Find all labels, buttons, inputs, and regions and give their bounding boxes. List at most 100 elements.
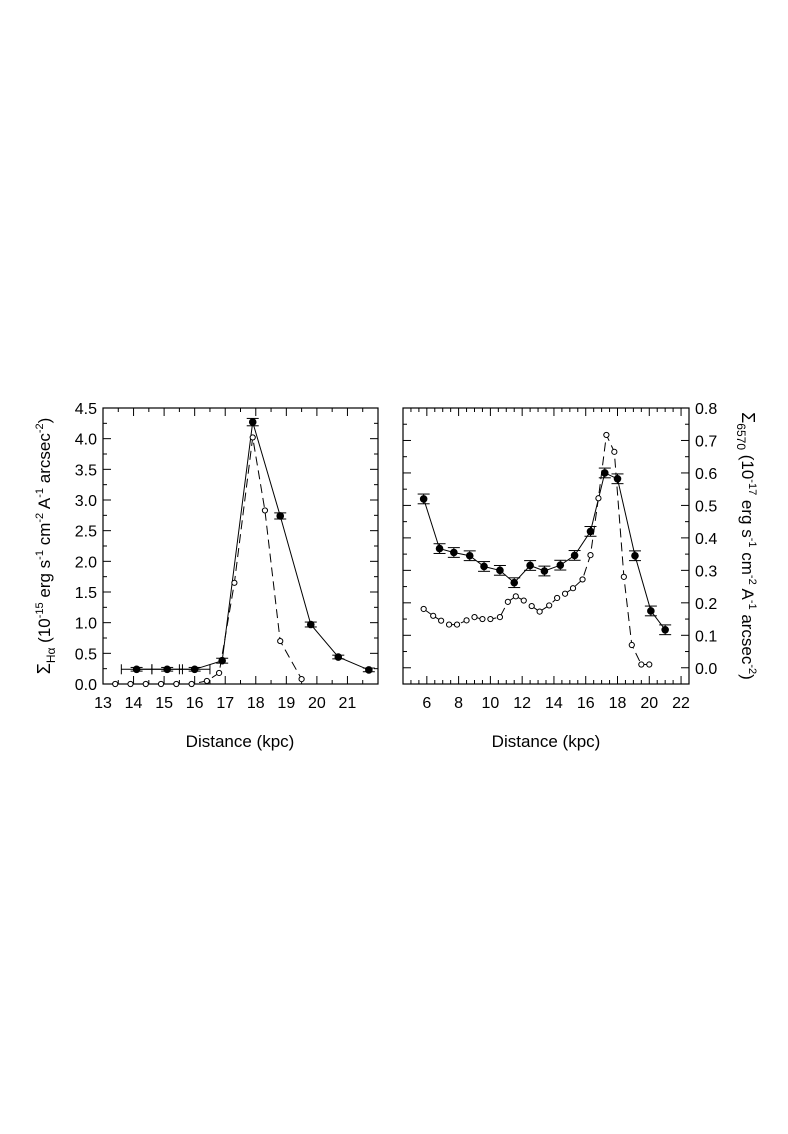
left-y-axis-label: ΣHα (10-15 erg s-1 cm-2 A-1 arcsec-2) <box>34 418 58 675</box>
right-y-tick-label: 0.4 <box>695 531 717 548</box>
right-y-tick-label: 0.6 <box>695 466 717 483</box>
right-series-0-point <box>540 567 549 575</box>
right-y-tick-label: 0.0 <box>695 661 717 678</box>
left-series-1-point <box>216 669 223 677</box>
left-x-tick-label: 20 <box>308 695 326 712</box>
left-series-1-point <box>249 434 256 441</box>
right-series-0-point <box>496 566 504 575</box>
right-y-label-exp5: -2 <box>746 664 758 674</box>
left-series-0-point <box>306 620 315 629</box>
left-series-1-point <box>127 680 134 688</box>
right-series-1-point <box>420 605 427 613</box>
left-y-tick-label: 3.5 <box>75 462 97 479</box>
right-series-0-point <box>613 474 622 483</box>
right-y-tick-label: 0.2 <box>695 596 717 613</box>
right-x-tick-labels: 6 8 10 12 14 16 18 20 22 <box>422 695 690 712</box>
right-series <box>417 431 672 668</box>
right-series-0-point <box>570 551 579 560</box>
left-series-0-point <box>276 512 285 520</box>
left-series-0-point <box>365 666 373 674</box>
right-y-label-rest3: A <box>738 585 757 601</box>
right-series-1-point <box>628 641 635 649</box>
left-y-tick-label: 1.5 <box>75 585 97 602</box>
right-x-tick-label: 10 <box>481 695 499 712</box>
right-series-1-point <box>546 602 553 609</box>
right-series-0-point <box>631 551 639 560</box>
right-series-0-point <box>661 625 669 634</box>
right-y-label-exp4: -1 <box>746 600 758 610</box>
right-series-1-point <box>536 608 543 615</box>
left-y-tick-label: 3.0 <box>75 493 97 510</box>
left-y-label-rest1: erg s <box>35 560 54 603</box>
right-series-0-point <box>465 551 474 560</box>
left-x-tick-label: 18 <box>247 695 265 712</box>
right-series-1-point <box>603 431 610 439</box>
right-y-label-text: (10 <box>738 450 757 479</box>
left-y-label-symbol: Σ <box>34 663 54 674</box>
right-y-label-rest5: ) <box>738 674 757 680</box>
right-y-label-sub: 6570 <box>734 423 748 450</box>
right-series-1-point <box>453 621 461 628</box>
left-y-tick-label: 4.5 <box>75 401 97 418</box>
right-series-1-point <box>620 573 627 580</box>
left-y-tick-labels: 0.0 0.5 1.0 1.5 2.0 2.5 3.0 3.5 4.0 4.5 <box>75 401 97 694</box>
right-series-1-point <box>569 585 577 592</box>
right-series-1-point <box>479 615 486 623</box>
left-series-1-point <box>112 680 119 688</box>
left-x-tick-label: 16 <box>186 695 204 712</box>
right-series-1-point <box>504 598 511 605</box>
left-series <box>112 417 375 688</box>
left-y-label-exp1: -15 <box>34 602 46 618</box>
right-y-label-exp3: -2 <box>746 575 758 585</box>
right-x-tick-label: 8 <box>454 695 463 712</box>
right-series-1-point <box>512 593 519 600</box>
left-series-0-point <box>334 653 343 661</box>
right-y-tick-labels: 0.0 0.1 0.2 0.3 0.4 0.5 0.6 0.7 0.8 <box>695 401 717 678</box>
right-y-axis-label: Σ6570 (10-17 erg s-1 cm-2 A-1 arcsec-2) <box>734 412 758 680</box>
right-y-label-rest4: arcsec <box>738 610 757 665</box>
right-series-1-point <box>579 576 586 583</box>
right-x-axis-label: Distance (kpc) <box>492 732 601 751</box>
left-series-1-point <box>188 680 195 688</box>
left-y-label-rest3: A <box>35 497 54 513</box>
right-series-1-point <box>528 602 535 610</box>
right-series-1-point <box>595 495 602 502</box>
right-series-1-point <box>638 661 645 668</box>
right-x-tick-label: 22 <box>672 695 690 712</box>
right-x-tick-label: 16 <box>577 695 595 712</box>
left-x-tick-label: 19 <box>277 695 295 712</box>
right-series-1-point <box>554 594 561 602</box>
right-y-label-rest2: cm <box>738 548 757 575</box>
left-series-1-point <box>142 680 149 688</box>
left-y-label-exp4: -1 <box>34 488 46 498</box>
right-series-1-point <box>520 597 527 604</box>
left-y-tick-label: 2.5 <box>75 524 97 541</box>
right-series-0-point <box>450 548 458 557</box>
left-y-label-sub: Hα <box>44 647 58 663</box>
right-series-0-point <box>586 527 595 536</box>
left-y-tick-label: 1.0 <box>75 616 97 633</box>
left-y-label-exp3: -2 <box>34 513 46 523</box>
left-y-tick-label: 4.0 <box>75 432 97 449</box>
left-series-1-point <box>173 680 180 688</box>
left-y-label-exp2: -1 <box>34 550 46 560</box>
left-x-tick-labels: 13 14 15 16 17 18 19 20 21 <box>94 695 356 712</box>
left-y-label-rest5: ) <box>35 418 54 424</box>
left-y-label-rest2: cm <box>35 523 54 550</box>
left-x-tick-label: 15 <box>155 695 173 712</box>
right-series-0-point <box>600 469 609 477</box>
right-series-0-point <box>526 561 534 570</box>
right-y-label-symbol: Σ <box>738 412 758 423</box>
left-series-0-point <box>132 665 141 674</box>
right-series-0-point <box>556 561 565 569</box>
right-series-1-point <box>646 661 653 668</box>
right-series-1-point <box>487 615 494 623</box>
right-axis-ticks <box>402 407 690 685</box>
right-series-0-point <box>419 495 428 503</box>
left-series-0-point <box>163 665 171 674</box>
right-series-1-line <box>423 433 650 665</box>
left-series-1-point <box>261 507 269 514</box>
right-x-tick-label: 12 <box>513 695 531 712</box>
